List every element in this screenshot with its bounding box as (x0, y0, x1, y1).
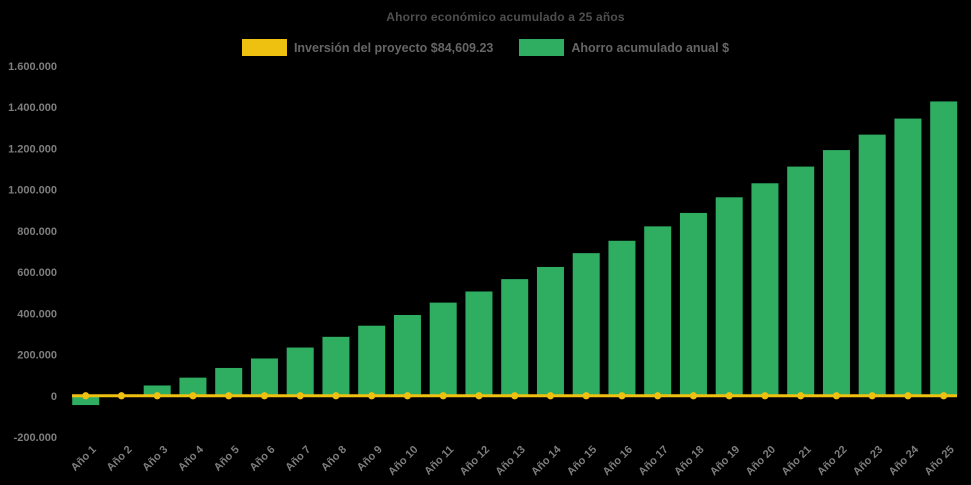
investment-line-marker[interactable] (153, 392, 161, 400)
investment-line-marker[interactable] (832, 392, 841, 400)
x-axis-label: Año 23 (851, 444, 885, 478)
bar-ahorro-acumulado[interactable] (751, 183, 779, 396)
investment-line-marker[interactable] (260, 392, 269, 400)
legend-item-investment[interactable]: Inversión del proyecto $84,609.23 (241, 39, 494, 56)
bar-ahorro-acumulado[interactable] (858, 134, 886, 396)
x-axis-label: Año 25 (922, 444, 956, 478)
investment-line-marker[interactable] (189, 392, 197, 400)
x-axis-label: Año 9 (355, 444, 385, 474)
investment-line-marker[interactable] (296, 392, 304, 400)
investment-line-marker[interactable] (403, 392, 412, 400)
x-axis-label: Año 6 (247, 444, 277, 474)
investment-line-marker[interactable] (225, 392, 233, 400)
bar-ahorro-acumulado[interactable] (250, 358, 278, 396)
bar-ahorro-acumulado[interactable] (894, 118, 922, 396)
legend-swatch-investment (241, 39, 287, 56)
y-axis-tick-label: 1.000.000 (8, 185, 57, 197)
y-axis-tick-label: 800.000 (17, 226, 57, 238)
investment-line-marker[interactable] (546, 392, 555, 400)
investment-line-marker[interactable] (439, 392, 447, 400)
y-axis-tick-label: 400.000 (17, 308, 57, 320)
bar-ahorro-acumulado[interactable] (72, 395, 100, 406)
x-axis-label: Año 15 (565, 444, 599, 478)
x-axis-label: Año 1 (69, 444, 99, 474)
bar-ahorro-acumulado[interactable] (822, 150, 850, 396)
bar-ahorro-acumulado[interactable] (429, 302, 457, 396)
legend-label-savings: Ahorro acumulado anual $ (571, 40, 730, 55)
bar-ahorro-acumulado[interactable] (179, 377, 207, 396)
investment-line-marker[interactable] (511, 392, 519, 400)
bar-ahorro-acumulado[interactable] (143, 385, 171, 396)
x-axis-label: Año 3 (140, 444, 170, 474)
bar-ahorro-acumulado[interactable] (358, 325, 386, 396)
legend-label-investment: Inversión del proyecto $84,609.23 (293, 40, 494, 55)
bar-ahorro-acumulado[interactable] (501, 279, 529, 396)
x-axis-label: Año 21 (779, 444, 813, 478)
investment-line-marker[interactable] (797, 392, 805, 400)
bar-ahorro-acumulado[interactable] (679, 212, 707, 396)
bar-ahorro-acumulado[interactable] (322, 336, 350, 396)
x-axis-label: Año 20 (744, 444, 778, 478)
bar-ahorro-acumulado[interactable] (787, 166, 815, 396)
y-axis-tick-label: 200.000 (17, 350, 57, 362)
investment-line-marker[interactable] (940, 392, 948, 400)
investment-line-marker[interactable] (904, 392, 912, 400)
x-axis-label: Año 18 (672, 444, 706, 478)
x-axis-label: Año 10 (386, 444, 420, 478)
chart-legend: Inversión del proyecto $84,609.23 Ahorro… (0, 39, 971, 56)
x-axis-label: Año 4 (176, 443, 207, 474)
y-axis-tick-label: -200.000 (14, 432, 57, 444)
bar-ahorro-acumulado[interactable] (930, 101, 958, 396)
bar-ahorro-acumulado[interactable] (572, 253, 600, 396)
y-axis-tick-label: 600.000 (17, 267, 57, 279)
x-axis-label: Año 7 (283, 444, 313, 474)
investment-line-marker[interactable] (332, 392, 340, 400)
x-axis-label: Año 8 (319, 444, 349, 474)
bar-ahorro-acumulado[interactable] (644, 226, 672, 396)
bar-ahorro-acumulado[interactable] (286, 347, 314, 396)
legend-swatch-savings (519, 39, 565, 56)
x-axis-label: Año 19 (708, 444, 742, 478)
investment-line-marker[interactable] (725, 392, 733, 400)
y-axis-tick-label: 1.200.000 (8, 143, 57, 155)
investment-line-marker[interactable] (82, 392, 90, 400)
x-axis-label: Año 2 (104, 444, 134, 474)
investment-line-marker[interactable] (761, 392, 769, 400)
investment-line-marker[interactable] (618, 392, 626, 400)
investment-line-marker[interactable] (368, 392, 376, 400)
bar-ahorro-acumulado[interactable] (215, 367, 243, 396)
investment-line-marker[interactable] (868, 392, 876, 400)
bar-ahorro-acumulado[interactable] (715, 197, 743, 396)
chart-title: Ahorro económico acumulado a 25 años (386, 10, 625, 24)
x-axis-label: Año 5 (212, 444, 242, 474)
x-axis-label: Año 16 (601, 444, 635, 478)
bar-ahorro-acumulado[interactable] (465, 291, 493, 396)
bar-ahorro-acumulado[interactable] (536, 266, 564, 396)
investment-line-marker[interactable] (582, 392, 590, 400)
x-axis-label: Año 22 (815, 444, 849, 478)
y-axis-tick-label: 1.600.000 (8, 61, 57, 73)
investment-line-marker[interactable] (117, 392, 126, 400)
bar-ahorro-acumulado[interactable] (608, 240, 636, 396)
x-axis-label: Año 11 (422, 444, 456, 478)
x-axis-label: Año 13 (493, 444, 527, 478)
x-axis-label: Año 12 (458, 444, 492, 478)
investment-line-marker[interactable] (689, 392, 698, 400)
y-axis-tick-label: 1.400.000 (8, 102, 57, 114)
legend-item-savings[interactable]: Ahorro acumulado anual $ (519, 39, 729, 56)
bar-ahorro-acumulado[interactable] (393, 314, 421, 396)
investment-line-marker[interactable] (475, 392, 483, 400)
investment-line-marker[interactable] (654, 392, 662, 400)
x-axis-label: Año 14 (529, 443, 564, 478)
x-axis-label: Año 17 (636, 444, 670, 478)
x-axis-label: Año 24 (887, 443, 922, 478)
y-axis-tick-label: 0 (51, 391, 57, 403)
